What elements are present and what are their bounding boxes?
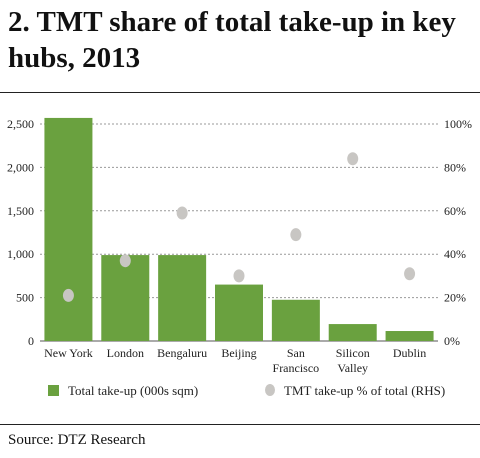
bar [215,284,263,341]
scatter-series [62,152,416,302]
legend: Total take-up (000s sqm) TMT take-up % of… [48,383,445,398]
scatter-point [62,288,74,302]
scatter-point [233,269,245,283]
category-label: Beijing [221,346,256,360]
legend-label: TMT take-up % of total (RHS) [284,383,445,398]
legend-swatch-dot [265,384,275,396]
bar [44,117,93,341]
category-labels: New York London Bengaluru Beijing San Francis… [44,346,426,375]
category-label: Silicon Valley [336,346,370,375]
right-tick-label: 60% [444,204,466,218]
scatter-point [347,152,359,166]
bar [328,324,377,341]
chart: 0 500 1,000 1,500 2,000 2,500 0% 20% 40% 60% 80% 1… [7,117,472,398]
right-tick-label: 20% [444,291,466,305]
right-tick-label: 0% [444,334,460,348]
category-label: New York [44,346,93,360]
scatter-point [176,206,188,220]
category-label: Bengaluru [157,346,207,360]
chart-title: 2. TMT share of total take-up in key hub… [8,6,456,74]
category-label: San Francisco [273,346,320,375]
left-tick-label: 2,500 [7,117,34,131]
bar [385,331,434,341]
left-axis-ticks: 0 500 1,000 1,500 2,000 2,500 [7,117,34,348]
right-tick-label: 40% [444,247,466,261]
legend-label: Total take-up (000s sqm) [68,383,198,398]
scatter-point [404,267,416,281]
legend-swatch-bar [48,385,59,396]
right-tick-label: 80% [444,160,466,174]
category-label: Dublin [393,346,426,360]
left-tick-label: 1,000 [7,247,34,261]
source-note: Source: DTZ Research [8,432,146,448]
left-tick-label: 1,500 [7,204,34,218]
bar [158,255,207,341]
category-label: London [107,346,144,360]
bar-series [44,117,434,341]
bar [101,255,150,341]
scatter-point [290,228,302,242]
left-tick-label: 2,000 [7,160,34,174]
left-tick-label: 500 [16,291,34,305]
right-axis-ticks: 0% 20% 40% 60% 80% 100% [444,117,472,348]
top-rule [0,92,480,93]
scatter-point [119,254,131,268]
right-tick-label: 100% [444,117,472,131]
left-tick-label: 0 [28,334,34,348]
bar [271,299,320,341]
bottom-rule [0,424,480,425]
